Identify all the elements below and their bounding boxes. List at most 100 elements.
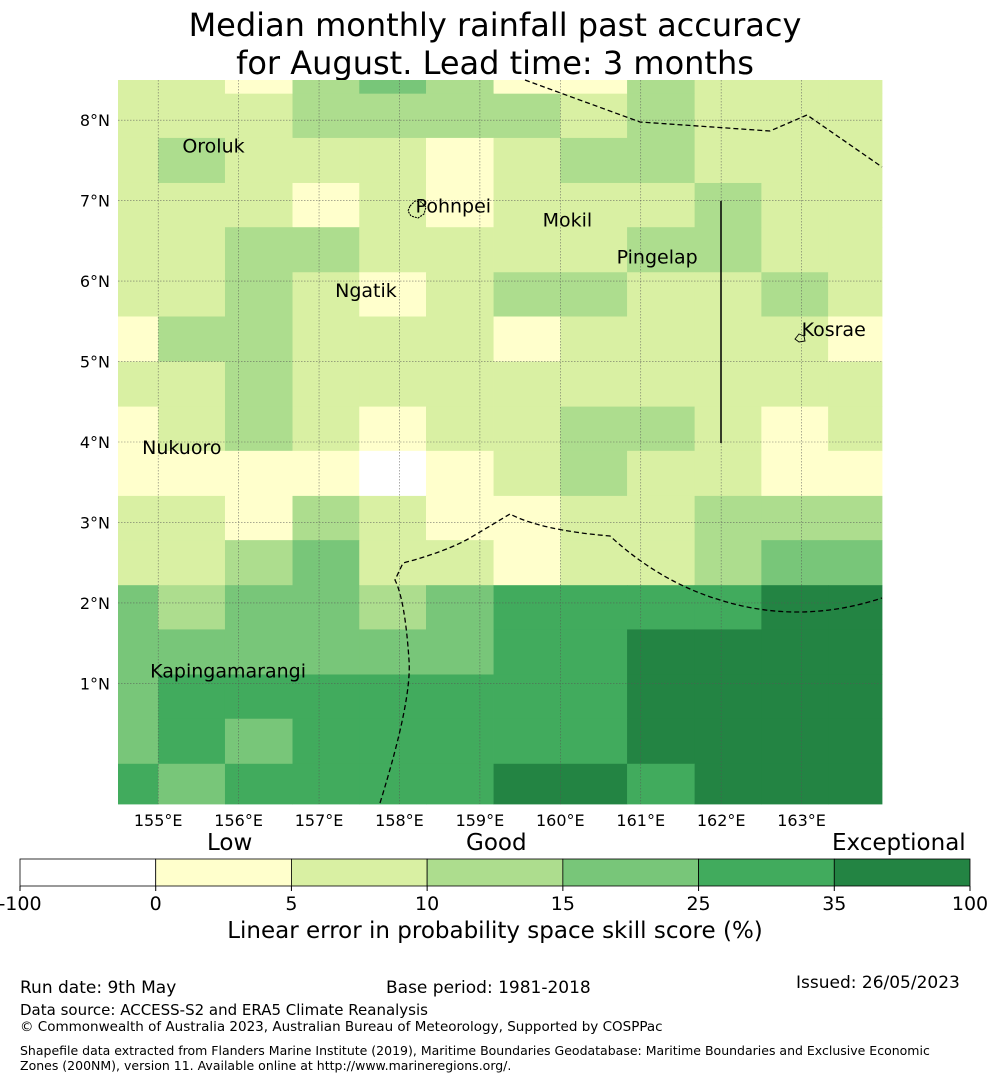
y-tick-label: 5°N [80, 353, 110, 372]
skill-cell [426, 272, 494, 317]
y-tick-label: 1°N [80, 674, 110, 693]
skill-cell [560, 227, 628, 273]
title-line-2: for August. Lead time: 3 months [236, 44, 754, 82]
skill-cell [426, 450, 494, 497]
x-tick-label: 161°E [616, 811, 665, 830]
colorbar-segment [155, 858, 292, 887]
skill-cell [158, 272, 226, 317]
skill-cell [292, 629, 360, 675]
skill-cell [694, 80, 762, 95]
skill-cell [292, 272, 360, 317]
skill-cell [627, 316, 696, 362]
colorbar-title: Linear error in probability space skill … [227, 918, 763, 944]
colorbar-tick-label: 10 [415, 893, 439, 915]
skill-cell [694, 182, 762, 228]
skill-cell [694, 361, 762, 408]
skill-cell [359, 80, 427, 95]
skill-cell [224, 227, 293, 273]
skill-cell [292, 406, 360, 452]
skill-cell [359, 495, 427, 541]
skill-cell [560, 674, 628, 720]
skill-cell [493, 272, 561, 317]
colorbar-segment [291, 858, 428, 887]
skill-cell [292, 718, 360, 765]
skill-cell [118, 540, 159, 586]
skill-cell [493, 137, 561, 184]
colorbar-tick-label: 35 [822, 893, 846, 915]
skill-cell [493, 227, 561, 273]
skill-cell [158, 182, 226, 228]
skill-cell [828, 361, 883, 408]
skill-cell [292, 495, 360, 541]
skill-cell [224, 629, 293, 675]
skill-cell [359, 450, 427, 497]
skill-cell [493, 316, 561, 362]
place-labels: Oroluk Pohnpei Mokil Pingelap Ngatik Kosrae Nu… [142, 135, 866, 682]
skill-cell [158, 406, 226, 452]
skill-cell [158, 93, 226, 139]
skill-cell [158, 674, 226, 720]
skill-cell [493, 674, 561, 720]
skill-cell [292, 316, 360, 362]
skill-cell [828, 93, 883, 139]
skill-cell [292, 540, 360, 586]
skill-cell [426, 674, 494, 720]
skill-cell [828, 316, 883, 362]
skill-cell [158, 80, 226, 95]
skill-cell [118, 272, 159, 317]
y-tick-label: 2°N [80, 594, 110, 613]
skill-cell [560, 540, 628, 586]
skill-cell [359, 137, 427, 184]
skill-cell [224, 763, 293, 805]
skill-cell [118, 763, 159, 805]
skill-cell [761, 585, 829, 630]
issued-date: Issued: 26/05/2023 [796, 973, 960, 993]
skill-cell [828, 227, 883, 273]
skill-cell [426, 182, 494, 228]
skill-cell [828, 406, 883, 452]
x-tick-label: 157°E [295, 811, 344, 830]
skill-cell [694, 450, 762, 497]
axis-ticks: 155°E 156°E 157°E 158°E 159°E 160°E 161°E 162°E… [80, 111, 826, 830]
place-label: Kosrae [802, 319, 866, 341]
skill-cell [627, 272, 696, 317]
data-source: Data source: ACCESS-S2 and ERA5 Climate … [20, 1001, 428, 1019]
skill-cell [426, 495, 494, 541]
skill-cell [224, 182, 293, 228]
colorbar-segment [426, 858, 564, 887]
skill-cell [828, 450, 883, 497]
copyright: © Commonwealth of Australia 2023, Austra… [20, 1019, 663, 1035]
pohnpei-island-icon [407, 200, 427, 219]
skill-cell [292, 182, 360, 228]
skill-cell [493, 495, 561, 541]
skill-cell [118, 361, 159, 408]
skill-cell [560, 495, 628, 541]
skill-cell [627, 227, 696, 273]
skill-cell [224, 137, 293, 184]
skill-cell [292, 80, 360, 95]
skill-cell [828, 674, 883, 720]
skill-cell [158, 718, 226, 765]
run-date: Run date: 9th May [20, 978, 177, 998]
skill-cell [359, 182, 427, 228]
place-label: Mokil [543, 209, 593, 231]
skill-cell [118, 137, 159, 184]
y-tick-label: 4°N [80, 433, 110, 452]
colorbar-segment [833, 858, 971, 887]
skill-cell [426, 316, 494, 362]
skill-cell [359, 540, 427, 586]
skill-cell [761, 450, 829, 497]
skill-cell [224, 585, 293, 630]
skill-cell [224, 316, 293, 362]
skill-cell [158, 763, 226, 805]
skill-cell [224, 718, 293, 765]
place-label: Oroluk [182, 135, 244, 157]
title-line-1: Median monthly rainfall past accuracy [188, 6, 802, 44]
skill-cell [828, 763, 883, 805]
skill-cell [426, 585, 494, 630]
skill-cell [761, 182, 829, 228]
skill-cell [292, 93, 360, 139]
skill-cell [224, 93, 293, 139]
skill-cell [761, 406, 829, 452]
